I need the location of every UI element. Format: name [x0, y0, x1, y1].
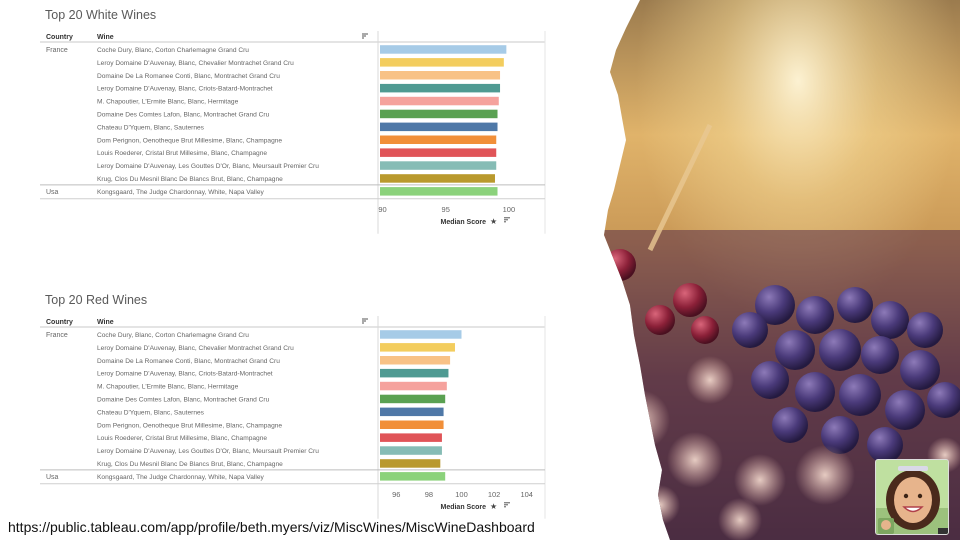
- wine-label: Kongsgaard, The Judge Chardonnay, White,…: [97, 474, 264, 481]
- wine-label: Leroy Domaine D'Auvenay, Blanc, Criots-B…: [97, 86, 273, 93]
- wine-label: Dom Perignon, Oenotheque Brut Millesime,…: [97, 422, 282, 429]
- grapes-photo: [600, 0, 960, 540]
- bar: [380, 148, 497, 157]
- wine-label: Leroy Domaine D'Auvenay, Blanc, Chevalie…: [97, 60, 294, 67]
- country-label: Usa: [46, 189, 59, 196]
- bar: [380, 161, 497, 170]
- bar: [380, 459, 441, 468]
- avatar: [875, 459, 949, 535]
- column-header-wine: Wine: [97, 34, 114, 41]
- wine-label: Krug, Clos Du Mesnil Blanc De Blancs Bru…: [97, 461, 283, 468]
- bar: [380, 83, 501, 93]
- x-tick-label: 96: [392, 490, 400, 499]
- bar: [380, 394, 446, 404]
- x-axis-label: Median Score: [440, 219, 486, 226]
- bar: [380, 446, 442, 455]
- bar: [380, 187, 498, 196]
- chart-title: Top 20 Red Wines: [45, 293, 148, 307]
- wine-label: Leroy Domaine D'Auvenay, Blanc, Chevalie…: [97, 345, 294, 352]
- wine-label: Leroy Domaine D'Auvenay, Les Gouttes D'O…: [97, 163, 319, 170]
- bar: [380, 356, 451, 365]
- wine-label: Chateau D'Yquem, Blanc, Sauternes: [97, 409, 205, 416]
- wine-label: Coche Dury, Blanc, Corton Charlemagne Gr…: [97, 47, 249, 54]
- pin-icon: ★: [490, 217, 497, 226]
- wine-label: Krug, Clos Du Mesnil Blanc De Blancs Bru…: [97, 176, 283, 183]
- bar: [380, 174, 495, 183]
- wine-label: Domaine De La Romanee Conti, Blanc, Mont…: [97, 358, 280, 365]
- wine-label: Kongsgaard, The Judge Chardonnay, White,…: [97, 189, 264, 196]
- bar: [380, 407, 444, 417]
- wine-label: Dom Perignon, Oenotheque Brut Millesime,…: [97, 137, 282, 144]
- bar: [380, 343, 455, 352]
- bar: [380, 433, 442, 442]
- wine-label: Coche Dury, Blanc, Corton Charlemagne Gr…: [97, 332, 249, 339]
- bar: [380, 472, 446, 481]
- country-label: France: [46, 47, 68, 54]
- bar: [380, 368, 449, 378]
- x-tick-label: 100: [503, 205, 516, 214]
- column-header-wine: Wine: [97, 319, 114, 326]
- x-tick-label: 104: [520, 490, 533, 499]
- white-wines-panel: Top 20 White Wines Country Wine France Coch…: [0, 0, 600, 250]
- white-wines-chart: Country Wine France Coche Dury, Blanc, Cort…: [40, 31, 546, 234]
- country-label: Usa: [46, 474, 59, 481]
- bar: [380, 109, 498, 119]
- bar: [380, 330, 462, 339]
- bar: [380, 45, 507, 54]
- x-axis-label: Median Score: [440, 504, 486, 511]
- wine-label: Domaine Des Comtes Lafon, Blanc, Montrac…: [97, 396, 270, 403]
- wine-label: Domaine De La Romanee Conti, Blanc, Mont…: [97, 73, 280, 80]
- column-header-country: Country: [46, 319, 73, 326]
- wine-label: Domaine Des Comtes Lafon, Blanc, Montrac…: [97, 111, 270, 118]
- wine-label: Louis Roederer, Cristal Brut Millesime, …: [97, 150, 267, 157]
- bar: [380, 58, 504, 67]
- bar: [380, 71, 501, 80]
- wine-label: Leroy Domaine D'Auvenay, Les Gouttes D'O…: [97, 448, 319, 455]
- x-tick-label: 98: [425, 490, 433, 499]
- wine-label: Chateau D'Yquem, Blanc, Sauternes: [97, 124, 205, 131]
- red-wines-chart: Country Wine France Coche Dury, Blanc, Cort…: [40, 316, 546, 519]
- wine-label: Louis Roederer, Cristal Brut Millesime, …: [97, 435, 267, 442]
- bar: [380, 381, 447, 391]
- column-header-country: Country: [46, 34, 73, 41]
- bar: [380, 96, 499, 106]
- red-wines-panel: Top 20 Red Wines Country Wine France Coche …: [0, 285, 600, 535]
- wine-label: M. Chapoutier, L'Ermite Blanc, Blanc, He…: [97, 99, 239, 106]
- pin-icon: ★: [490, 502, 497, 511]
- wine-label: M. Chapoutier, L'Ermite Blanc, Blanc, He…: [97, 384, 239, 391]
- x-tick-label: 90: [378, 205, 386, 214]
- x-tick-label: 102: [488, 490, 501, 499]
- bar: [380, 135, 497, 144]
- x-tick-label: 95: [442, 205, 450, 214]
- wine-label: Leroy Domaine D'Auvenay, Blanc, Criots-B…: [97, 371, 273, 378]
- bar: [380, 420, 444, 429]
- country-label: France: [46, 332, 68, 339]
- x-tick-label: 100: [455, 490, 468, 499]
- chart-title: Top 20 White Wines: [45, 8, 157, 22]
- source-url: https://public.tableau.com/app/profile/b…: [8, 519, 535, 535]
- bar: [380, 122, 498, 132]
